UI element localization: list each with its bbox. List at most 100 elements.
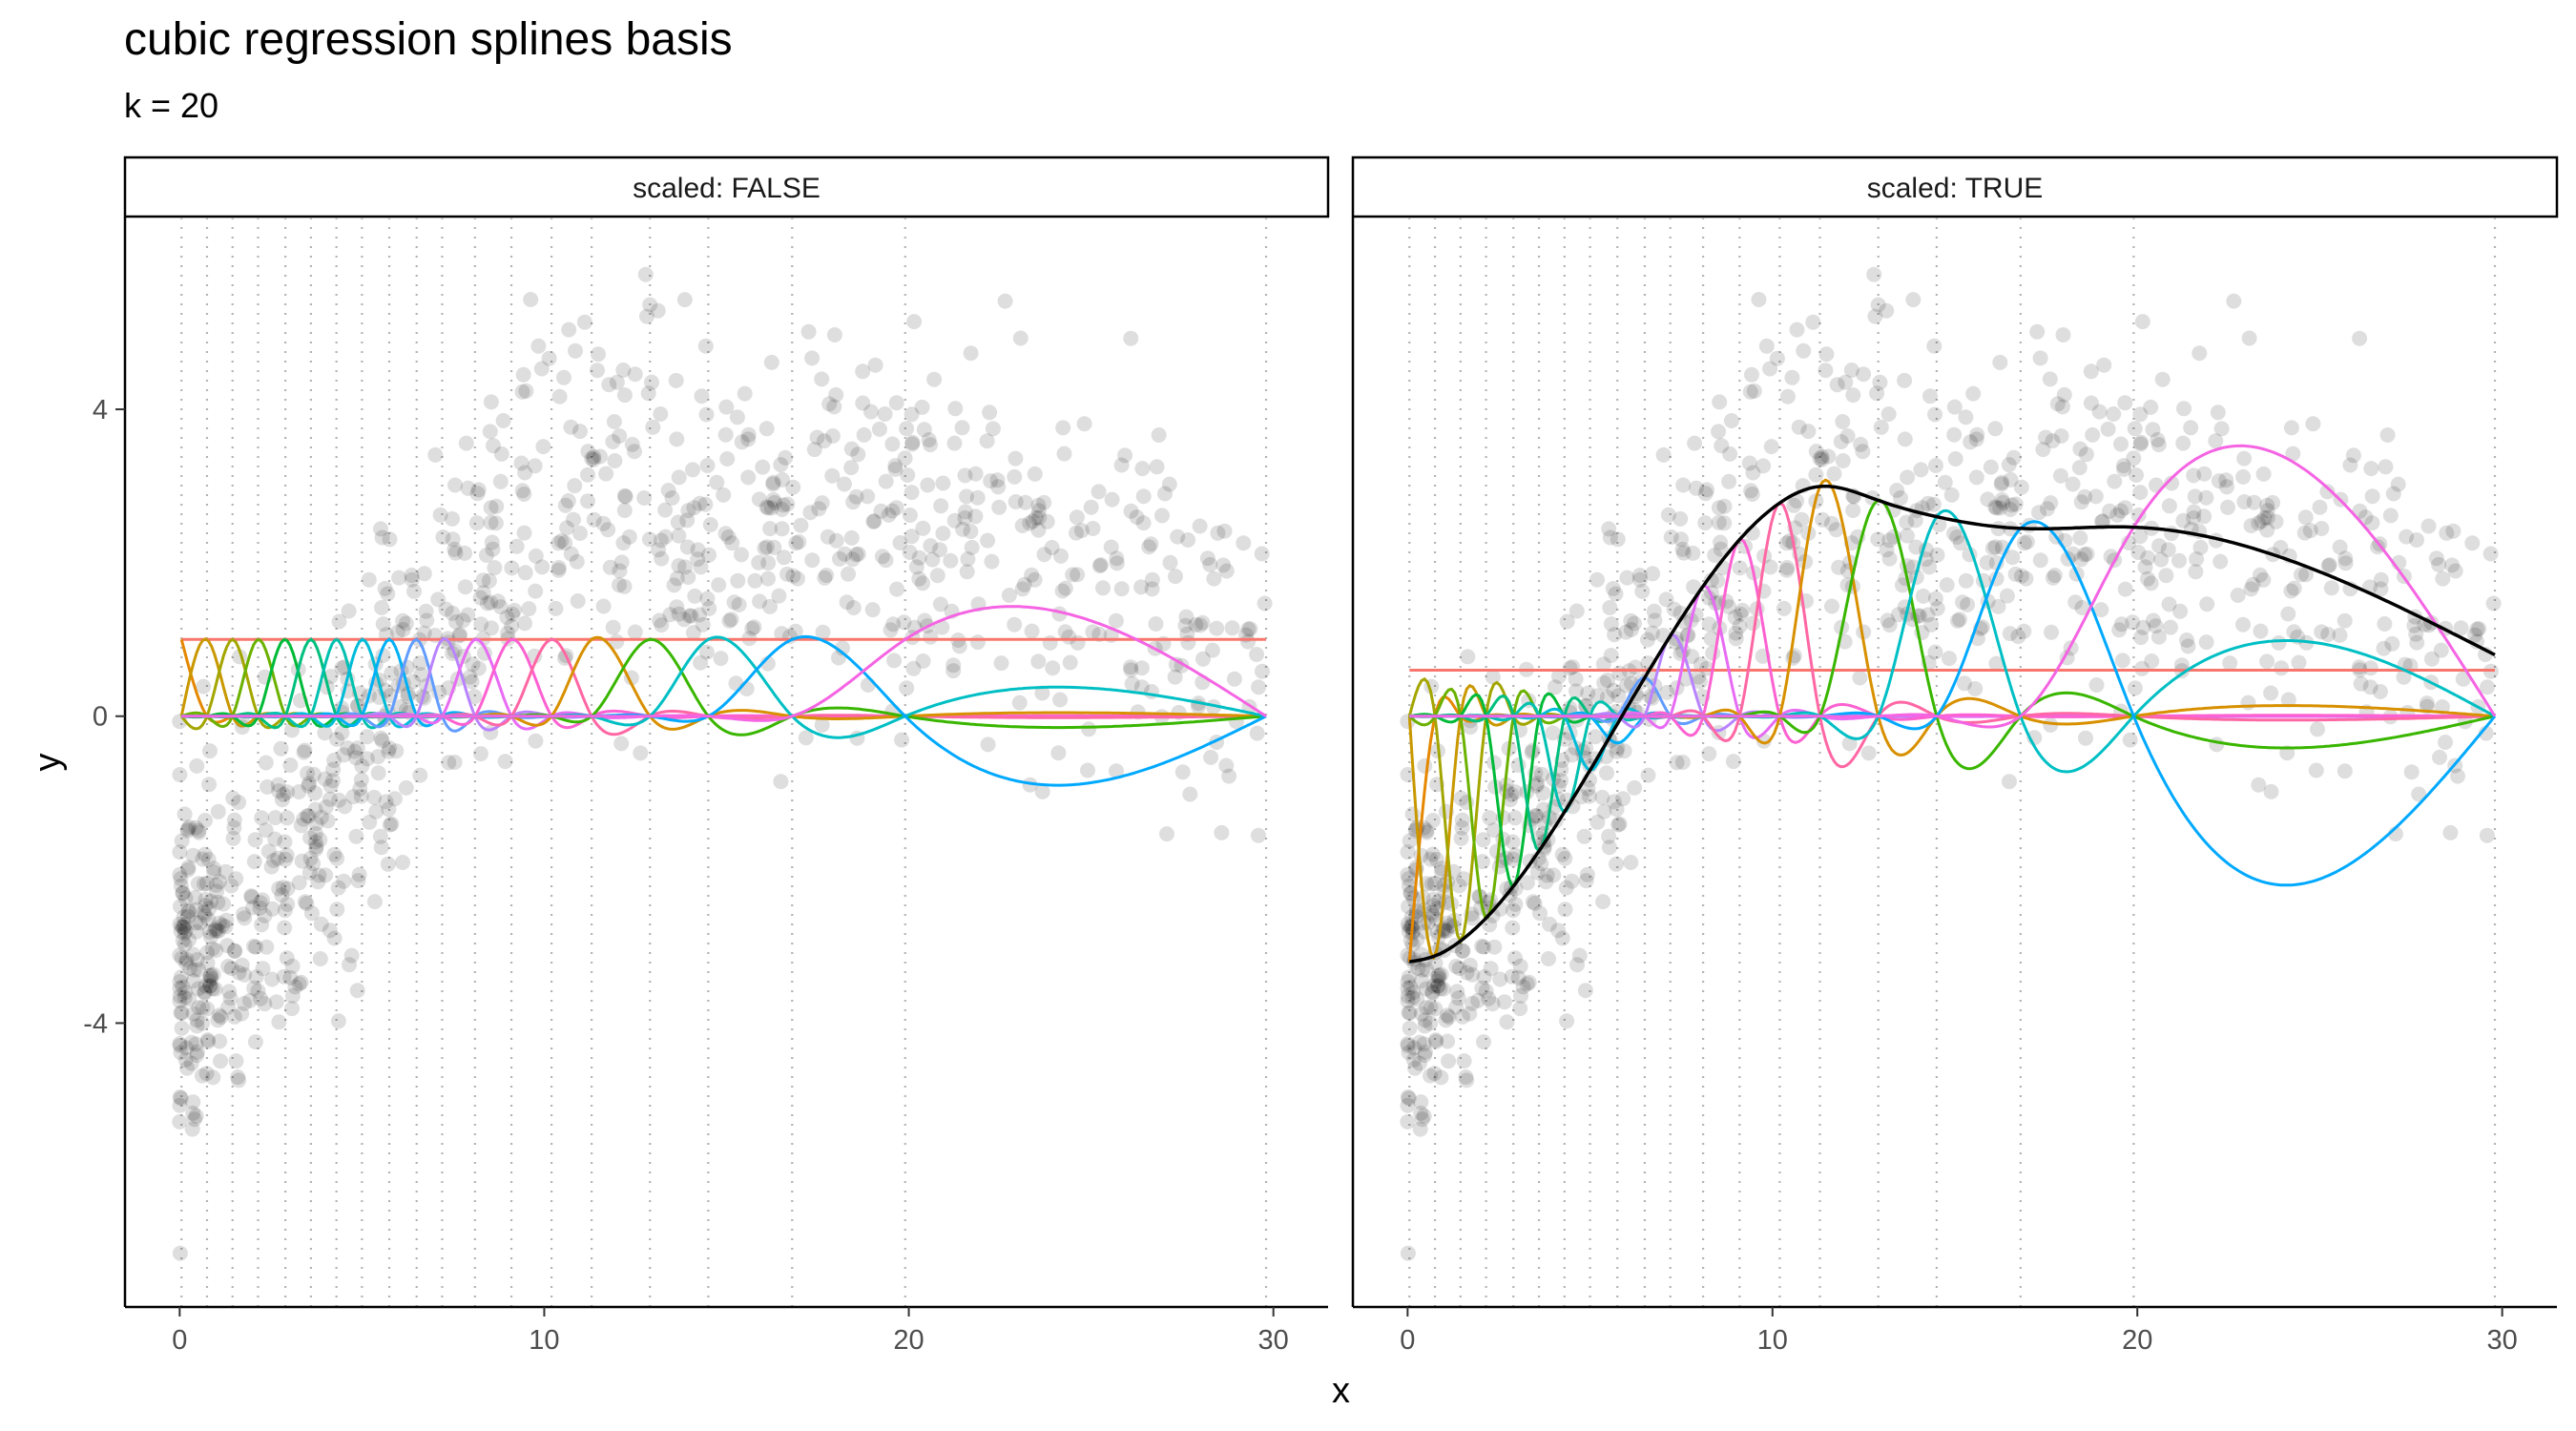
data-point bbox=[1988, 500, 2005, 516]
data-point bbox=[1050, 745, 1067, 761]
data-point bbox=[580, 444, 596, 460]
data-point bbox=[1401, 1045, 1417, 1061]
data-point bbox=[2294, 567, 2309, 583]
data-point bbox=[2263, 783, 2279, 799]
data-point bbox=[416, 625, 432, 641]
data-point bbox=[1984, 540, 2001, 556]
data-point bbox=[1425, 978, 1442, 994]
data-point bbox=[1967, 681, 1984, 696]
data-point bbox=[946, 435, 963, 451]
data-point bbox=[1424, 846, 1441, 862]
data-point bbox=[1602, 529, 1618, 546]
data-point bbox=[1692, 674, 1708, 690]
data-point bbox=[1406, 1040, 1423, 1056]
data-point bbox=[1065, 567, 1081, 583]
data-point bbox=[800, 323, 817, 340]
data-point bbox=[187, 889, 203, 905]
data-point bbox=[605, 619, 621, 635]
data-point bbox=[945, 657, 962, 674]
data-point bbox=[653, 406, 669, 422]
data-point bbox=[271, 1014, 287, 1030]
data-point bbox=[1454, 943, 1470, 959]
data-point bbox=[1039, 513, 1055, 529]
data-point bbox=[438, 601, 454, 617]
data-point bbox=[1732, 618, 1748, 634]
data-point bbox=[183, 1034, 199, 1050]
data-point bbox=[1425, 813, 1441, 828]
data-point bbox=[173, 878, 189, 894]
data-point bbox=[1610, 817, 1627, 833]
data-point bbox=[1188, 616, 1204, 633]
fitted-smooth bbox=[1409, 484, 2496, 964]
data-point bbox=[765, 474, 781, 490]
data-point bbox=[1504, 786, 1520, 802]
data-point bbox=[221, 984, 238, 1000]
data-point bbox=[1400, 981, 1416, 996]
data-point bbox=[1240, 621, 1257, 637]
data-point bbox=[1546, 867, 1562, 883]
data-point bbox=[586, 511, 602, 528]
data-point bbox=[2332, 539, 2348, 555]
data-point bbox=[576, 314, 592, 330]
data-point bbox=[758, 421, 775, 437]
data-point bbox=[398, 615, 414, 632]
data-point bbox=[2296, 525, 2313, 541]
data-point bbox=[1557, 902, 1573, 918]
data-point bbox=[1499, 1014, 1515, 1030]
data-point bbox=[1465, 995, 1481, 1011]
data-point bbox=[1425, 898, 1442, 914]
data-point bbox=[485, 541, 501, 557]
data-point bbox=[551, 535, 567, 551]
panel-strip bbox=[1351, 156, 2559, 218]
data-point bbox=[188, 915, 204, 931]
data-point bbox=[1527, 896, 1543, 911]
data-point bbox=[2113, 616, 2129, 633]
data-point bbox=[698, 644, 715, 660]
data-point bbox=[548, 600, 564, 616]
data-point bbox=[1968, 431, 1984, 447]
data-point bbox=[1826, 466, 1842, 482]
data-point bbox=[419, 612, 435, 629]
data-point bbox=[199, 955, 216, 971]
data-point bbox=[1521, 974, 1537, 990]
data-point bbox=[1609, 856, 1624, 872]
data-point bbox=[1103, 539, 1119, 555]
data-point bbox=[2314, 624, 2330, 640]
data-point bbox=[209, 923, 225, 939]
data-point bbox=[337, 798, 353, 815]
data-point bbox=[2192, 539, 2209, 555]
data-point bbox=[2003, 502, 2019, 517]
data-point bbox=[902, 508, 918, 523]
data-point bbox=[227, 943, 243, 959]
data-point bbox=[969, 634, 986, 651]
data-point bbox=[273, 740, 289, 757]
data-point bbox=[1510, 969, 1527, 985]
data-point bbox=[252, 900, 268, 916]
data-point bbox=[758, 539, 775, 555]
data-point bbox=[1763, 439, 1779, 455]
data-point bbox=[2246, 494, 2262, 510]
data-point bbox=[188, 902, 204, 918]
data-point bbox=[2180, 638, 2196, 654]
data-point bbox=[172, 1113, 188, 1130]
data-point bbox=[1744, 366, 1759, 383]
data-point bbox=[173, 1045, 189, 1061]
data-point bbox=[2259, 522, 2275, 538]
data-point bbox=[2196, 466, 2212, 482]
data-point bbox=[2256, 509, 2273, 526]
data-point bbox=[2439, 525, 2455, 541]
data-point bbox=[1151, 427, 1167, 443]
data-point bbox=[911, 550, 927, 566]
data-point bbox=[189, 1044, 205, 1060]
data-point bbox=[2154, 371, 2171, 387]
data-point bbox=[815, 624, 831, 640]
data-point bbox=[1900, 469, 1916, 486]
data-point bbox=[1534, 766, 1549, 782]
data-point bbox=[1204, 642, 1220, 658]
y-tick-label: 0 bbox=[93, 702, 108, 733]
data-point bbox=[1400, 866, 1416, 882]
data-point bbox=[2054, 399, 2070, 415]
data-point bbox=[231, 795, 247, 811]
data-point bbox=[2352, 330, 2368, 346]
data-point bbox=[1554, 930, 1570, 946]
